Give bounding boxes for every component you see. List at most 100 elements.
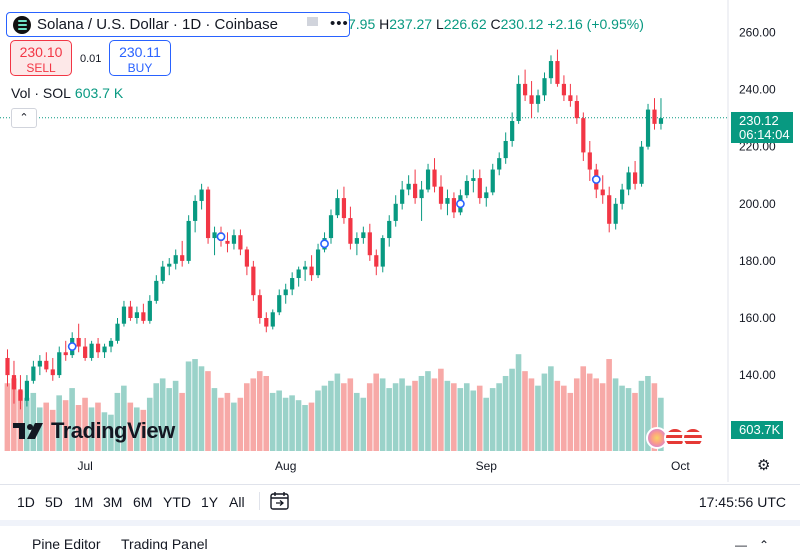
candle-body (277, 295, 282, 313)
volume-bar (405, 385, 412, 451)
candle-body (31, 366, 36, 381)
volume-bar (82, 397, 88, 451)
candle-body (529, 95, 534, 104)
sell-label: SELL (26, 61, 56, 75)
volume-bar (561, 385, 567, 451)
timeframe-1m[interactable]: 1M (74, 494, 94, 510)
candle-body (613, 203, 618, 224)
candle-body (225, 240, 230, 244)
volume-bar (198, 366, 205, 451)
candle-body (419, 189, 424, 199)
candle-body (561, 83, 567, 96)
volume-bar (451, 383, 457, 451)
candle-body (393, 203, 398, 221)
y-tick-label: 180.00 (739, 254, 776, 268)
timeframe-1d[interactable]: 1D (17, 494, 35, 510)
tab-trading-panel[interactable]: Trading Panel (121, 536, 208, 550)
candle-body (303, 266, 308, 270)
volume-bar (399, 378, 405, 451)
ohlc-values: 7.95 H237.27 L226.62 C230.12 +2.16 (+0.9… (348, 16, 644, 32)
event-badges[interactable] (646, 427, 704, 449)
high-value: 237.27 (389, 16, 433, 32)
low-key: L (435, 16, 444, 32)
timeframe-6m[interactable]: 6M (133, 494, 153, 510)
volume-bar (392, 383, 399, 451)
candle-body (406, 183, 411, 190)
candle-body (50, 369, 55, 376)
volume-bar (62, 400, 69, 451)
candle-body (587, 152, 592, 170)
volume-bar (114, 392, 121, 451)
event-marker (320, 239, 329, 249)
volume-bar (502, 375, 509, 451)
event-marker (455, 199, 465, 209)
candle-body (497, 158, 502, 170)
candle-body (387, 220, 392, 239)
candle-body (658, 118, 664, 124)
change-value: +2.16 (+0.95%) (547, 16, 644, 32)
collapse-chevron-up-icon[interactable]: ⌃ (11, 108, 37, 128)
candle-body (147, 300, 152, 321)
symbol-legend[interactable]: Solana / U.S. Dollar · 1D · Coinbase ••• (6, 12, 350, 37)
volume-bar (522, 371, 528, 451)
volume-legend[interactable]: Vol · SOL 603.7 K (11, 85, 123, 101)
candle-body (445, 198, 450, 204)
volume-bar (308, 402, 315, 451)
tab-pine-editor[interactable]: Pine Editor (32, 536, 101, 550)
volume-bar (11, 378, 17, 451)
volume-bar (554, 380, 561, 451)
timeframe-5d[interactable]: 5D (45, 494, 63, 510)
timeframe-1y[interactable]: 1Y (201, 494, 219, 510)
volume-bar (619, 385, 625, 451)
more-horizontal-icon[interactable]: ••• (330, 15, 349, 32)
volume-bar (347, 378, 354, 451)
volume-bar (321, 385, 328, 451)
utc-clock[interactable]: 17:45:56 UTC (698, 494, 786, 510)
candle-body (652, 109, 657, 124)
volume-bar (153, 383, 160, 451)
volume-bar (30, 392, 37, 451)
y-tick-label: 200.00 (739, 197, 776, 211)
candle-body (380, 238, 385, 267)
flag-icon[interactable] (307, 17, 322, 31)
calendar-goto-date-icon[interactable] (269, 491, 291, 511)
volume-bar (4, 383, 11, 451)
candle-body (128, 306, 133, 318)
panel-window-controls[interactable]: —⌃ (735, 538, 782, 550)
volume-bar (651, 383, 658, 451)
volume-bar (463, 383, 470, 451)
candle-body (37, 360, 42, 367)
settings-gear-icon[interactable]: ⚙ (757, 457, 771, 474)
volume-bar (101, 412, 108, 451)
candle-body (18, 389, 23, 401)
candle-body (645, 109, 651, 147)
sell-button[interactable]: 230.10 SELL (10, 40, 72, 76)
volume-bar (599, 383, 606, 451)
volume-bar (276, 390, 282, 451)
timeframe-all[interactable]: All (229, 494, 245, 510)
timeframe-3m[interactable]: 3M (103, 494, 123, 510)
volume-bar (159, 378, 166, 451)
volume-bar (535, 385, 541, 451)
buy-button[interactable]: 230.11 BUY (109, 40, 171, 76)
sell-price: 230.10 (19, 44, 63, 60)
candle-body (173, 255, 178, 264)
candle-body (290, 278, 295, 290)
volume-bar (243, 383, 250, 451)
price-chart[interactable]: 140.00 160.00 180.00 200.00 220.00 240.00 260.… (0, 0, 800, 482)
high-key: H (379, 16, 390, 32)
candle-body (477, 178, 482, 199)
volume-bar (17, 390, 24, 451)
candle-body (167, 263, 172, 267)
volume-bar (269, 392, 276, 451)
candle-body (639, 146, 644, 184)
volume-bar (425, 371, 431, 451)
volume-bar (353, 392, 360, 451)
volume-bar (593, 378, 599, 451)
volume-bar (483, 397, 489, 451)
candle-body (296, 269, 301, 279)
us-flag-icon-2[interactable] (682, 427, 704, 449)
timeframe-ytd[interactable]: YTD (163, 494, 191, 510)
tradingview-logo[interactable]: TradingView (13, 418, 175, 444)
candle-body (134, 312, 139, 318)
